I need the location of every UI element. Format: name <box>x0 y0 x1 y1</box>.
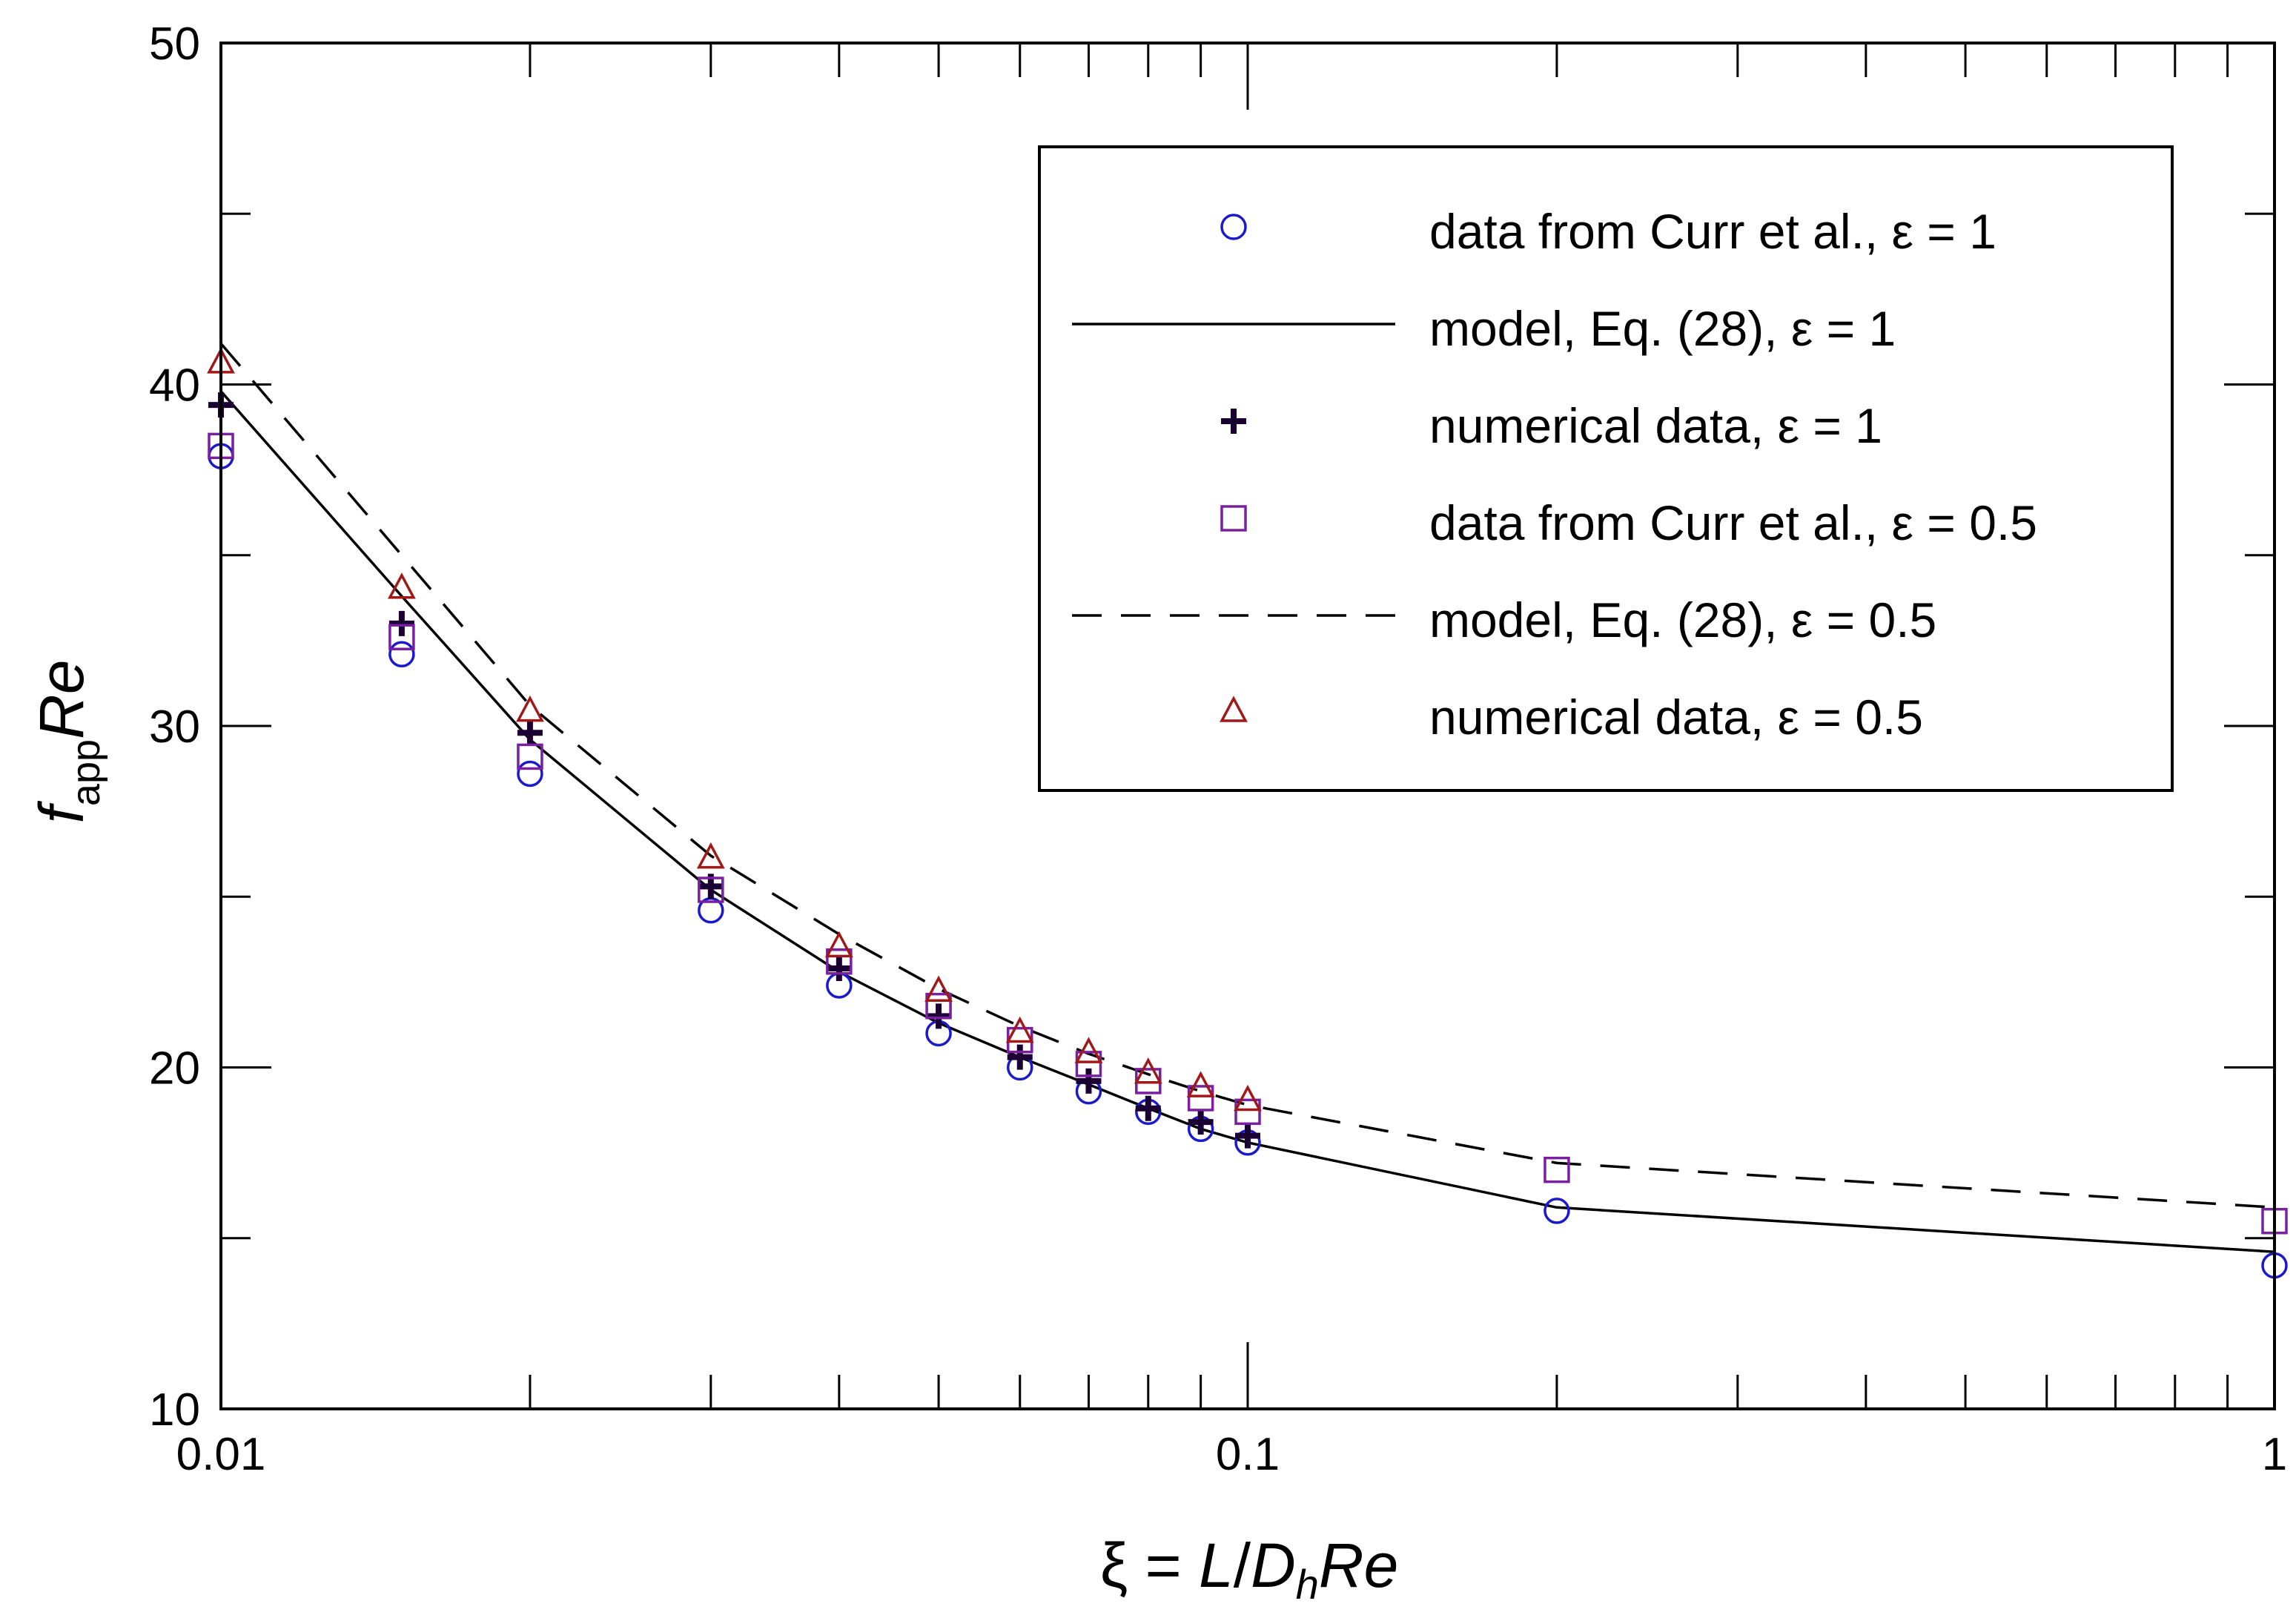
legend-symbols <box>1072 214 1395 722</box>
data-point <box>1544 1198 1570 1224</box>
data-point <box>1235 1123 1260 1149</box>
data-point <box>1134 1057 1162 1084</box>
data-point <box>1186 1071 1215 1097</box>
data-point <box>826 948 853 975</box>
legend-symbol-marker-0 <box>1220 214 1247 240</box>
data-point <box>517 760 543 787</box>
x-tick-label: 0.01 <box>176 1429 266 1480</box>
data-point <box>388 610 414 636</box>
data-point <box>388 624 415 651</box>
data-point <box>1075 1051 1102 1077</box>
data-point <box>826 955 852 981</box>
legend-label-model-eps1: model, Eq. (28), ε = 1 <box>1429 301 1896 356</box>
y-tick-label: 10 <box>149 1384 200 1436</box>
legend-symbol-marker-2 <box>1221 409 1246 434</box>
data-point <box>925 992 952 1020</box>
data-point <box>1544 1156 1570 1183</box>
y-tick-label: 30 <box>149 701 200 753</box>
legend-label-numerical-eps1: numerical data, ε = 1 <box>1429 398 1882 453</box>
data-point <box>698 876 724 903</box>
data-point <box>926 1003 952 1029</box>
x-tick-label: 1 <box>2262 1429 2287 1480</box>
y-tick-label: 20 <box>149 1043 200 1094</box>
x-tick-label: 0.1 <box>1216 1429 1280 1480</box>
y-tick-label: 50 <box>149 19 200 70</box>
series-markers-5 <box>207 347 1262 1112</box>
data-point <box>1188 1109 1214 1135</box>
data-point <box>388 641 415 668</box>
data-point <box>1234 1098 1261 1126</box>
data-point <box>824 931 853 958</box>
data-point <box>387 572 416 599</box>
data-point <box>1007 1044 1033 1070</box>
legend: data from Curr et al., ε = 1 model, Eq. … <box>1038 145 2174 792</box>
legend-label-numerical-eps05: numerical data, ε = 0.5 <box>1429 690 1923 744</box>
legend-box <box>1038 145 2174 792</box>
data-point <box>1234 1084 1262 1112</box>
data-point <box>1074 1037 1103 1063</box>
tick-labels: 0.01 0.1 1 10 20 30 40 50 <box>149 19 2287 1480</box>
data-point <box>696 842 725 869</box>
data-point <box>1187 1085 1214 1112</box>
x-axis-label: ξ = L/DhRe <box>1100 1531 1399 1608</box>
data-point <box>1076 1068 1102 1094</box>
legend-label-curr-eps05: data from Curr et al., ε = 0.5 <box>1429 495 2037 550</box>
data-point <box>517 720 543 746</box>
legend-label-model-eps05: model, Eq. (28), ε = 0.5 <box>1429 592 1936 647</box>
data-point <box>1135 1095 1161 1121</box>
legend-symbol-marker-3 <box>1220 505 1247 532</box>
plot-frame <box>219 42 2276 1410</box>
data-point <box>924 975 953 1002</box>
y-tick-label: 40 <box>149 360 200 412</box>
legend-label-curr-eps1: data from Curr et al., ε = 1 <box>1429 204 1996 259</box>
data-point <box>517 743 543 770</box>
legend-symbol-marker-5 <box>1220 696 1248 722</box>
data-point <box>516 695 544 722</box>
data-point <box>1005 1016 1034 1043</box>
